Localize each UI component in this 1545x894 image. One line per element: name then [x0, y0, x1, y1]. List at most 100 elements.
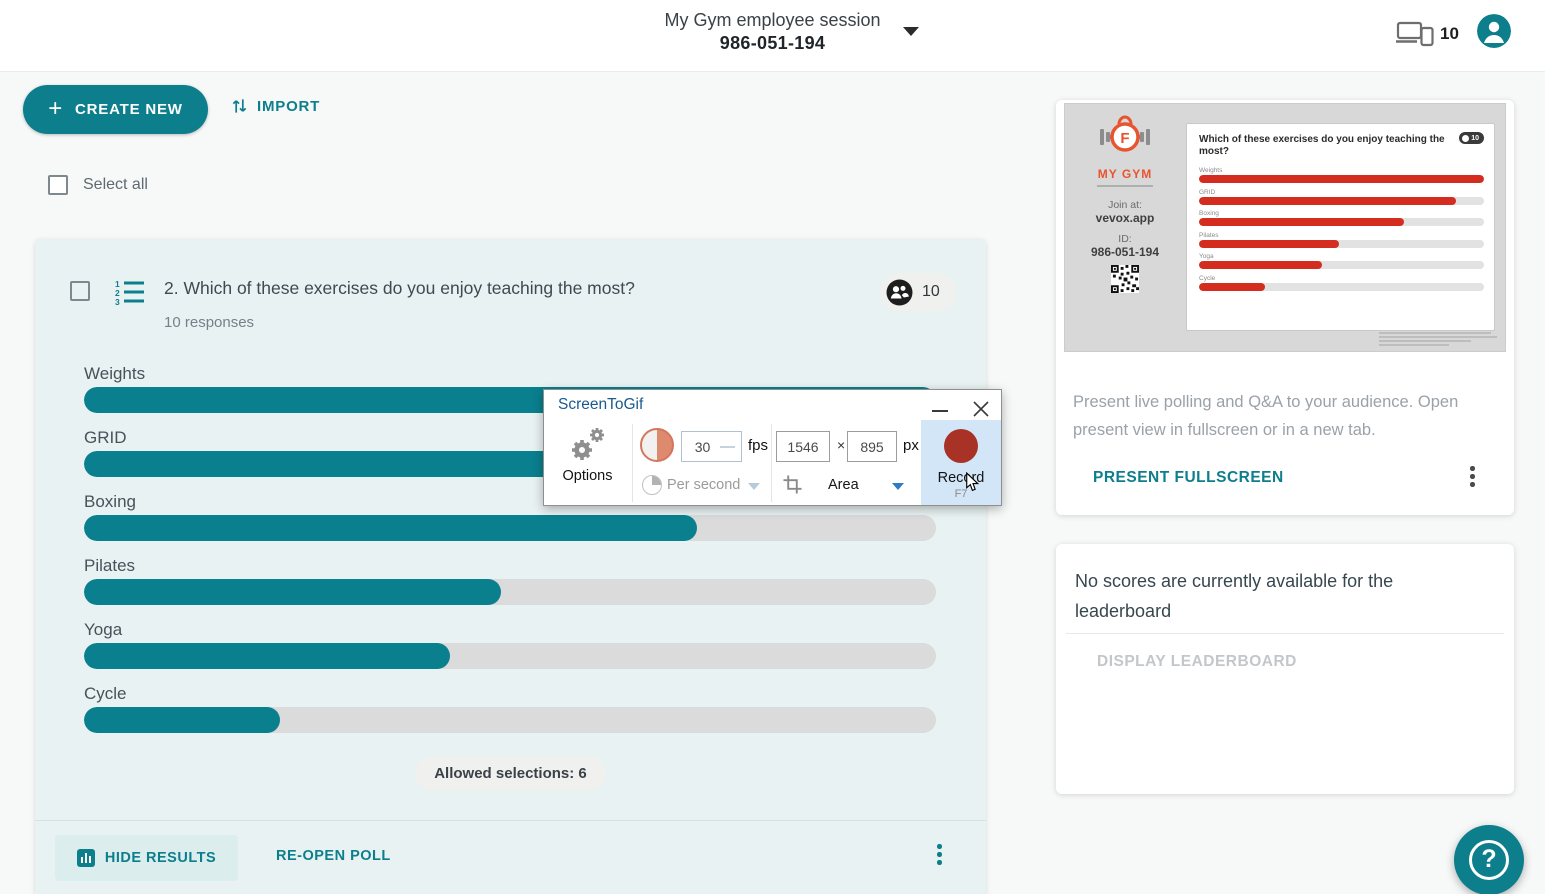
respondents-badge: 10 [880, 273, 956, 311]
preview-results-chart: Weights GRID Boxing Pilates Yoga Cycle [1199, 166, 1484, 291]
mouse-cursor-icon [966, 472, 980, 492]
svg-text:1: 1 [115, 279, 120, 289]
bar-chart-icon [76, 849, 95, 867]
hide-results-label: HIDE RESULTS [104, 850, 217, 866]
connected-devices[interactable]: 10 [1396, 20, 1459, 48]
bar-row: Yoga [84, 618, 936, 669]
display-leaderboard-button[interactable]: DISPLAY LEADERBOARD [1097, 653, 1297, 670]
fps-slider[interactable] [720, 446, 735, 448]
preview-respondents-count: 10 [1471, 134, 1479, 142]
svg-text:3: 3 [115, 297, 120, 305]
bar-label: Weights [1199, 167, 1223, 174]
screentogif-toolbar: Options 30 fps Per second 1546 × 895 px … [544, 420, 1001, 505]
select-all-label: Select all [83, 176, 148, 193]
present-more-options-icon[interactable] [1470, 466, 1475, 487]
record-circle-icon [944, 429, 978, 463]
join-at-label: Join at: [1108, 199, 1142, 211]
bar-row: Cycle [84, 682, 936, 733]
height-input[interactable]: 895 [847, 431, 897, 462]
crop-area-icon [783, 475, 802, 494]
bar-fill [84, 643, 451, 669]
separator [771, 424, 772, 502]
record-shortcut: F7 [954, 488, 968, 500]
bar-track [84, 707, 936, 733]
bar-label: Cycle [84, 684, 127, 703]
select-all-checkbox[interactable] [48, 175, 68, 195]
present-fullscreen-button[interactable]: PRESENT FULLSCREEN [1093, 469, 1284, 486]
poll-checkbox[interactable] [70, 281, 90, 301]
times-label: × [837, 437, 846, 453]
minimize-icon[interactable] [932, 410, 948, 412]
svg-text:2: 2 [115, 288, 120, 298]
session-dropdown-caret-icon[interactable] [902, 27, 919, 36]
svg-text:F: F [1120, 130, 1129, 147]
respondents-count: 10 [922, 283, 940, 300]
px-unit-label: px [903, 437, 919, 454]
options-label: Options [562, 468, 613, 484]
bar-label: GRID [84, 428, 127, 447]
top-header: My Gym employee session 986-051-194 10 [0, 0, 1545, 72]
bar-row: Pilates [1199, 231, 1484, 248]
bar-label: Weights [84, 364, 146, 383]
poll-footer-divider [35, 820, 986, 821]
id-label: ID: [1118, 233, 1132, 245]
id-value: 986-051-194 [1090, 245, 1160, 259]
bar-label: Boxing [84, 492, 136, 511]
screentogif-title: ScreenToGif [558, 396, 644, 413]
area-caret-icon[interactable] [892, 483, 904, 490]
bar-fill [1199, 196, 1456, 205]
session-title-block[interactable]: My Gym employee session 986-051-194 [664, 9, 880, 55]
area-dropdown[interactable]: Area [828, 477, 859, 493]
user-avatar[interactable] [1477, 14, 1511, 48]
preview-people-icon [1462, 134, 1470, 142]
hide-results-button[interactable]: HIDE RESULTS [55, 835, 238, 881]
bar-track [1199, 239, 1484, 248]
bar-track [1199, 218, 1484, 226]
select-all-row: Select all [48, 175, 148, 195]
separator [632, 424, 633, 502]
bar-track [1199, 261, 1484, 269]
bar-fill [84, 579, 502, 605]
bar-label: Yoga [1199, 253, 1214, 260]
create-new-button[interactable]: + CREATE NEW [23, 85, 208, 134]
fps-gauge-icon [640, 428, 674, 462]
poll-question: 2. Which of these exercises do you enjoy… [164, 278, 635, 298]
session-id: 986-051-194 [719, 33, 826, 53]
bar-fill [84, 707, 280, 733]
per-second-caret-icon[interactable] [748, 483, 760, 490]
bar-row: GRID [1199, 188, 1484, 205]
width-input[interactable]: 1546 [776, 431, 830, 462]
bar-track [1199, 196, 1484, 205]
per-second-pie-icon [642, 475, 662, 495]
bar-track [1199, 282, 1484, 291]
devices-count: 10 [1440, 24, 1459, 43]
bar-fill [1199, 175, 1484, 183]
people-icon [886, 279, 913, 305]
brand-name: MY GYM [1097, 167, 1153, 181]
close-icon[interactable] [972, 400, 990, 418]
import-button[interactable]: IMPORT [231, 96, 320, 116]
screentogif-window: ScreenToGif Options 30 [543, 389, 1002, 506]
preview-chart-title: Which of these exercises do you enjoy te… [1199, 134, 1445, 157]
reopen-poll-button[interactable]: RE-OPEN POLL [276, 848, 391, 864]
allowed-selections-wrap: Allowed selections: 6 [35, 757, 986, 790]
fps-input[interactable]: 30 [681, 431, 742, 462]
bar-label: Pilates [1199, 231, 1219, 239]
leaderboard-message: No scores are currently available for th… [1075, 571, 1394, 621]
present-preview-thumbnail[interactable]: F MY GYM Join at: vevox.app ID: 986-051-… [1064, 103, 1506, 352]
per-second-dropdown[interactable]: Per second [667, 477, 741, 493]
bar-row: Boxing [84, 490, 936, 541]
record-button[interactable]: Record F7 [921, 420, 1001, 505]
bar-row: Pilates [84, 554, 936, 605]
leaderboard-divider [1066, 633, 1504, 634]
bar-fill [84, 515, 698, 541]
preview-chart-card: Which of these exercises do you enjoy te… [1186, 123, 1495, 331]
options-button[interactable]: Options [544, 420, 631, 506]
bar-fill [1199, 239, 1339, 248]
help-button[interactable]: ? [1454, 825, 1524, 894]
brand-tagline-line [1097, 185, 1153, 187]
poll-more-options-icon[interactable] [937, 844, 942, 865]
question-mark-icon: ? [1469, 840, 1509, 880]
bar-fill [1199, 218, 1405, 226]
